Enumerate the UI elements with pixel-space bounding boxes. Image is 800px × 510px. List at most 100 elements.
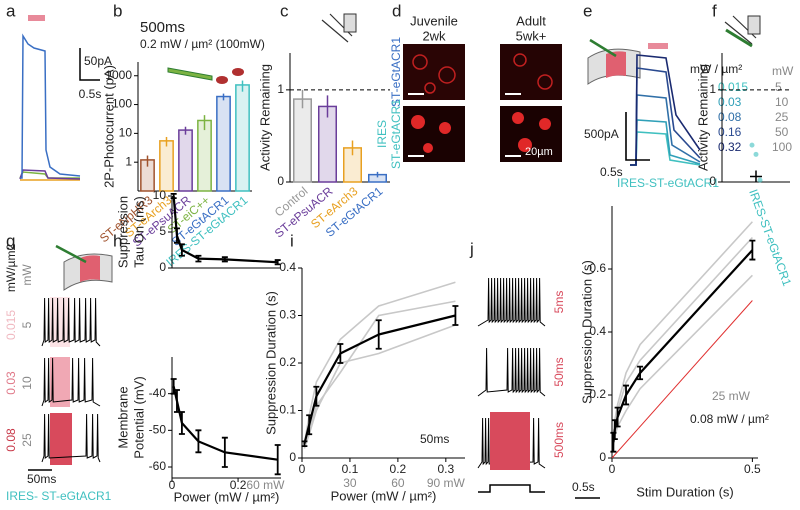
y-axis-label: Tau On (ms)	[131, 196, 146, 268]
x2-tick-label: 60	[391, 476, 405, 490]
level-label: 0.015	[4, 310, 18, 340]
stim-band	[50, 413, 72, 465]
legend-entry: 10	[775, 95, 789, 109]
panel-label: g	[6, 231, 15, 250]
column-label: Juvenile	[410, 13, 458, 28]
spike-trace	[477, 417, 546, 469]
error-bar	[623, 384, 630, 406]
bar	[197, 119, 212, 192]
error-bar	[195, 254, 202, 263]
x-tick-label: 0.1	[342, 462, 359, 476]
error-bar	[637, 365, 644, 381]
x-tick-label: 0.5	[744, 462, 761, 476]
y-tick-label: 0	[599, 450, 606, 464]
y-tick-label: -60	[149, 459, 167, 473]
x-axis-label: Stim Duration (s)	[636, 484, 734, 499]
error-bar	[221, 436, 228, 468]
y-axis-label: Activity Remaining	[257, 64, 272, 171]
level-label: 25	[20, 433, 34, 447]
image	[403, 106, 465, 162]
y-axis-label: Potential (mV)	[131, 376, 146, 458]
legend-entry: 0.03	[718, 95, 742, 109]
error-bar	[221, 256, 228, 263]
error-bar	[375, 319, 382, 350]
series-line	[612, 221, 753, 437]
panel-label: e	[583, 1, 592, 20]
series-line	[303, 281, 456, 444]
unit-label: mW	[20, 264, 34, 286]
row-label: ST-eGtACR1	[389, 99, 403, 169]
column-label: Adult	[516, 13, 546, 28]
y-tick-label: 0.2	[279, 355, 296, 369]
y-tick-label: 0.2	[589, 387, 606, 401]
slice-icon	[55, 38, 641, 291]
y-tick-label: -40	[149, 386, 167, 400]
error-bar	[301, 440, 308, 448]
y-tick-label: 10	[119, 126, 133, 140]
stim-band	[490, 412, 530, 470]
y-tick-label: -50	[149, 423, 167, 437]
x-tick-label: 0	[299, 462, 306, 476]
legend-entry: 0.16	[718, 125, 742, 139]
spike-trace	[41, 357, 101, 407]
data-point	[757, 177, 763, 183]
error-bar	[170, 378, 177, 395]
legend-entry: 100	[772, 140, 792, 154]
bar	[178, 129, 193, 192]
column-label: 2wk	[422, 28, 446, 43]
x-tick-label: 0.2	[230, 478, 247, 492]
x-axis-label: Power (mW / µm²)	[174, 489, 280, 504]
panel-label: a	[6, 1, 16, 20]
y-tick-label: 0.4	[589, 324, 606, 338]
chart-subtitle: 0.2 mW / µm² (100mW)	[140, 37, 265, 51]
scale-label: 0.5s	[572, 480, 595, 494]
scale-label: 500pA	[584, 127, 619, 141]
spike-traces	[41, 277, 546, 469]
y-tick-label: 0	[709, 174, 716, 188]
y-tick-label: 1	[125, 154, 132, 168]
level-label: 0.08	[4, 428, 18, 452]
spike-trace	[477, 277, 546, 327]
panel-label: i	[290, 231, 294, 250]
y-tick-label: 0.3	[279, 308, 296, 322]
y-axis-label: Suppression Duration (s)	[579, 260, 594, 404]
y-tick-label: 0.6	[589, 261, 606, 275]
stim-trace	[478, 484, 545, 493]
y-tick-label: 0	[159, 260, 166, 274]
data-point	[753, 151, 759, 157]
y-tick-label: 0	[277, 174, 284, 188]
annotation: 25 mW	[712, 389, 751, 403]
x-tick-label: 0.3	[437, 462, 454, 476]
bar	[216, 95, 231, 192]
row-label: IRES	[375, 120, 389, 148]
bar	[318, 105, 337, 183]
stim-band	[50, 297, 70, 347]
trace	[20, 33, 81, 179]
scale-label: 0.5s	[600, 165, 623, 179]
scale-label: 0.5s	[79, 87, 102, 101]
y-tick-label: 100	[112, 97, 132, 111]
spike-trace	[41, 297, 101, 347]
spike-trace	[477, 347, 546, 397]
panel-a-traces	[19, 15, 100, 181]
level-label: 5	[20, 321, 34, 328]
pipette-icon	[167, 13, 761, 84]
bar	[293, 98, 312, 183]
legend-entry: 0.32	[718, 140, 742, 154]
y-axis-label: Suppression	[115, 196, 130, 268]
construct-label: IRES- ST-eGtACR1	[6, 489, 112, 503]
unit-label: mW/µm2	[4, 244, 18, 293]
panel-label: b	[113, 1, 122, 20]
legend-entry: 50	[775, 125, 789, 139]
image	[500, 106, 562, 162]
legend-header: mW / µm²	[690, 62, 742, 76]
error-bar	[178, 243, 185, 257]
scale-label: 20µm	[525, 146, 553, 158]
spike-trace	[41, 413, 101, 463]
y-axis-label: 2P-Photocurrent (pA)	[101, 65, 116, 188]
duration-label: 50ms	[552, 357, 566, 386]
reference-line	[611, 300, 753, 459]
bar	[235, 84, 250, 192]
x-tick-label: 0	[169, 478, 176, 492]
